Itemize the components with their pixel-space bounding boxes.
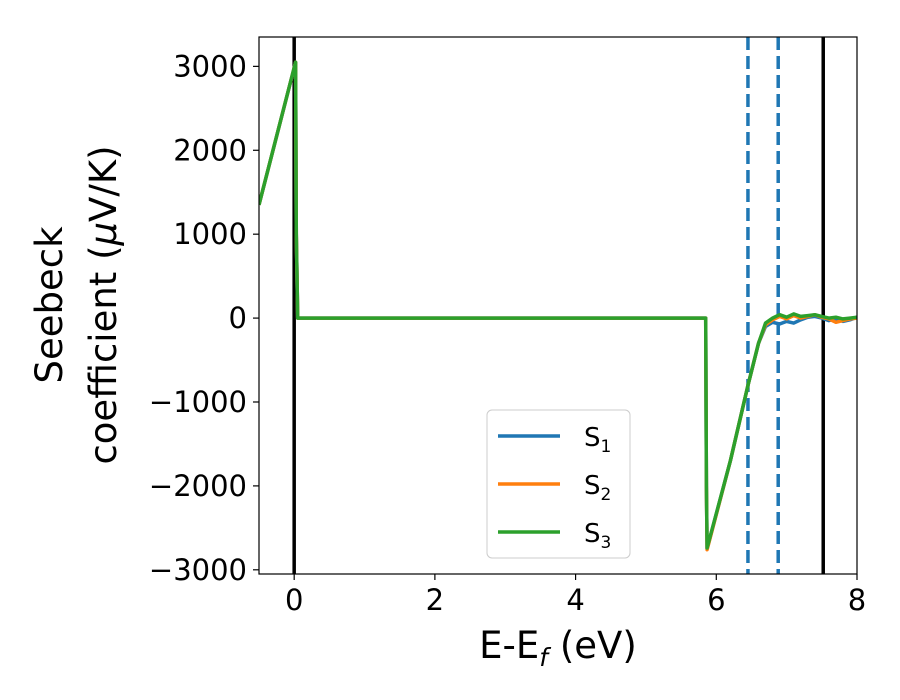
y-axis-title-line1: Seebeck [28,226,71,384]
y-axis-title: Seebeck coefficient (μV/K) [28,145,125,464]
x-axis-title: E-Ef (eV) [479,624,637,672]
legend-label-2: S2 [584,471,611,505]
y-tick-label-3: 0 [229,301,247,335]
x-tick-label-3: 6 [707,583,725,617]
series-lines [259,60,857,552]
legend-label-3: S3 [584,519,611,553]
x-tick-label-1: 2 [426,583,444,617]
y-tick-label-4: 1000 [173,217,247,251]
legend-label-1: S1 [584,423,611,457]
y-axis-title-line2: coefficient (μV/K) [82,145,125,464]
x-tick-label-4: 8 [848,583,866,617]
y-tick-label-5: 2000 [173,133,247,167]
x-axis-ticks: 0 2 4 6 8 [285,574,866,617]
x-tick-label-2: 4 [566,583,584,617]
legend: S1 S2 S3 [486,409,631,559]
y-axis-ticks: −3000 −2000 −1000 0 1000 2000 3000 [149,49,259,587]
y-tick-label-2: −1000 [149,385,247,419]
series-line-3 [259,60,857,550]
y-tick-label-6: 3000 [173,49,247,83]
x-tick-label-0: 0 [285,583,303,617]
plot-frame [258,36,858,575]
y-tick-label-0: −3000 [149,553,247,587]
y-tick-label-1: −2000 [149,469,247,503]
